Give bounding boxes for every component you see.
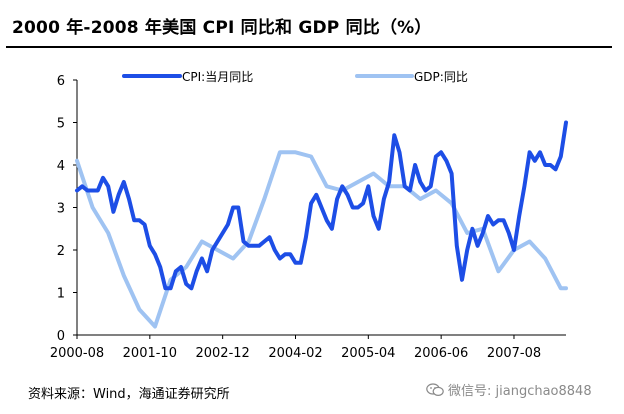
chart-title: 2000 年-2008 年美国 CPI 同比和 GDP 同比（%） <box>12 18 432 38</box>
y-tick-label: 3 <box>57 202 65 217</box>
y-axis-ticks: 0 1 2 3 4 5 6 <box>57 74 77 344</box>
x-tick-label: 2000-08 <box>50 346 104 361</box>
y-tick-label: 1 <box>57 287 65 302</box>
series-line-gdp <box>75 150 568 329</box>
x-tick-label: 2002-12 <box>195 346 249 361</box>
title-divider <box>6 46 612 48</box>
x-tick-label: 2004-02 <box>268 346 322 361</box>
legend-label-gdp: GDP:同比 <box>414 70 468 84</box>
x-tick-label: 2001-10 <box>123 346 177 361</box>
y-tick-label: 2 <box>57 244 65 259</box>
y-tick-label: 6 <box>57 74 65 89</box>
legend-label-cpi: CPI:当月同比 <box>182 70 253 84</box>
wechat-icon <box>426 382 444 396</box>
x-axis-ticks: 2000-08 2001-10 2002-12 2004-02 2005-04 2006-… <box>50 335 541 361</box>
series-layer <box>75 120 568 329</box>
x-tick-label: 2005-04 <box>341 346 395 361</box>
y-tick-label: 0 <box>57 329 65 344</box>
series-line-cpi <box>75 120 568 291</box>
watermark-text: 微信号: jiangchao8848 <box>448 384 592 399</box>
wechat-watermark: 微信号: jiangchao8848 <box>426 380 592 399</box>
x-tick-label: 2006-06 <box>414 346 468 361</box>
legend: CPI:当月同比 GDP:同比 <box>122 70 468 84</box>
y-tick-label: 4 <box>57 159 65 174</box>
x-tick-label: 2007-08 <box>487 346 541 361</box>
source-note: 资料来源：Wind，海通证券研究所 <box>28 387 230 402</box>
line-chart: 0 1 2 3 4 5 6 2000-08 2001-10 2002-12 2004-02 2005… <box>50 70 568 361</box>
y-tick-label: 5 <box>57 117 65 132</box>
